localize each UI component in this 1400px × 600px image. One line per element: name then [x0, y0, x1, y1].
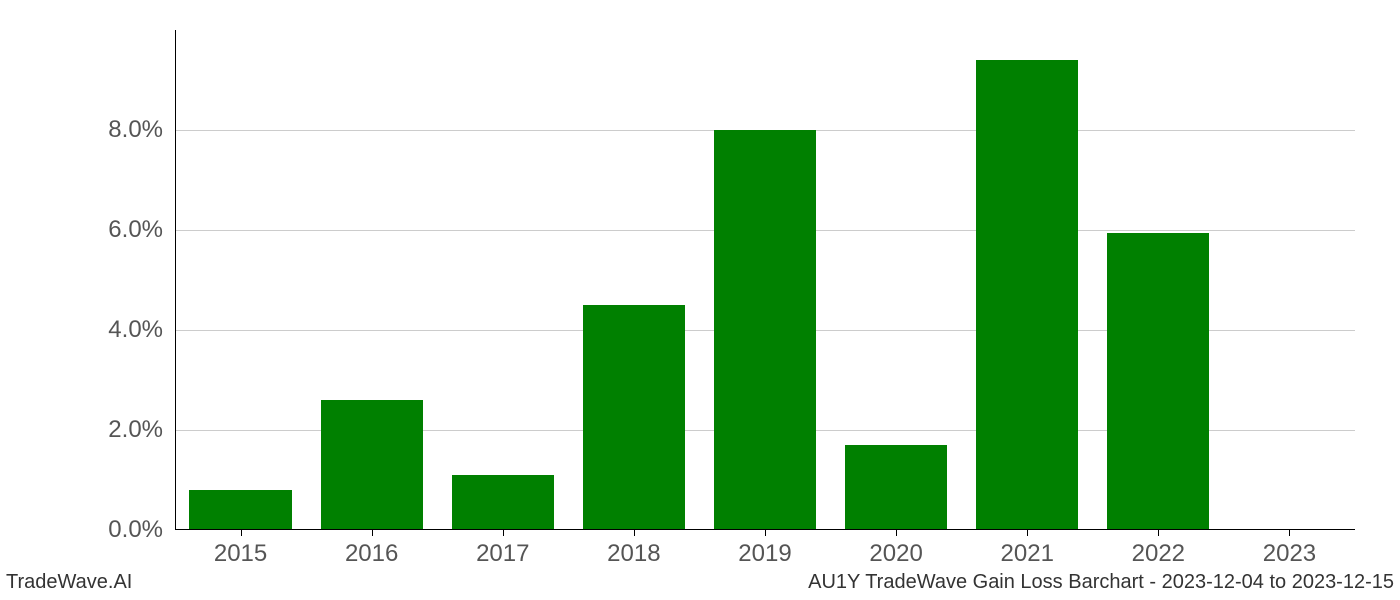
x-tick-mark: [1158, 530, 1159, 536]
x-tick-mark: [1027, 530, 1028, 536]
x-tick-mark: [896, 530, 897, 536]
bar: [976, 60, 1078, 530]
x-tick-label: 2020: [869, 540, 922, 568]
footer-right: AU1Y TradeWave Gain Loss Barchart - 2023…: [808, 571, 1394, 594]
x-tick-label: 2017: [476, 540, 529, 568]
x-tick-mark: [765, 530, 766, 536]
x-tick-mark: [634, 530, 635, 536]
x-tick-mark: [372, 530, 373, 536]
x-tick-mark: [503, 530, 504, 536]
x-tick-label: 2019: [738, 540, 791, 568]
bar: [583, 305, 685, 530]
y-tick-label: 8.0%: [108, 116, 163, 144]
bar: [845, 445, 947, 530]
x-tick-mark: [1289, 530, 1290, 536]
x-tick-mark: [241, 530, 242, 536]
chart-container: TradeWave.AI AU1Y TradeWave Gain Loss Ba…: [0, 0, 1400, 600]
x-tick-label: 2018: [607, 540, 660, 568]
bar: [189, 490, 291, 530]
y-tick-label: 0.0%: [108, 516, 163, 544]
bar: [321, 400, 423, 530]
x-tick-label: 2022: [1132, 540, 1185, 568]
y-axis-line: [175, 30, 176, 530]
x-tick-label: 2016: [345, 540, 398, 568]
x-tick-label: 2023: [1263, 540, 1316, 568]
bar: [1107, 233, 1209, 531]
y-tick-label: 4.0%: [108, 316, 163, 344]
footer-left: TradeWave.AI: [6, 571, 132, 594]
x-tick-label: 2021: [1001, 540, 1054, 568]
y-tick-label: 6.0%: [108, 216, 163, 244]
bar: [714, 130, 816, 530]
plot-area: [175, 30, 1355, 530]
y-tick-label: 2.0%: [108, 416, 163, 444]
x-tick-label: 2015: [214, 540, 267, 568]
bar: [452, 475, 554, 530]
